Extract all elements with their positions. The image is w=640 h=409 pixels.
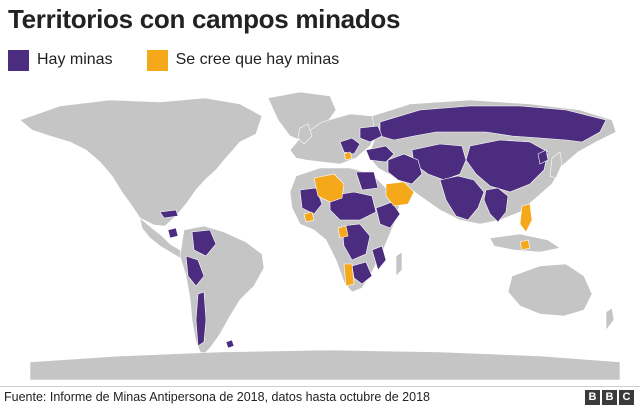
legend: Hay minas Se cree que hay minas xyxy=(8,48,373,72)
region-mined-korea xyxy=(537,149,549,165)
region-suspected-west-africa xyxy=(303,211,315,223)
legend-swatch-suspected xyxy=(146,49,168,71)
region-mined-chile xyxy=(195,291,207,347)
legend-label-suspected: Se cree que hay minas xyxy=(175,51,340,68)
region-mined-china xyxy=(465,139,549,193)
region-mined-falklands xyxy=(225,339,235,349)
legend-label-mined: Hay minas xyxy=(37,51,113,68)
region-suspected-central-africa xyxy=(337,225,349,239)
region-suspected-indonesia xyxy=(519,239,531,251)
region-mined-russia xyxy=(379,105,607,143)
region-mined-middle-east xyxy=(387,153,423,185)
bbc-logo-letter-c: C xyxy=(619,390,634,405)
bbc-logo-letter-b2: B xyxy=(602,390,617,405)
region-mined-horn xyxy=(375,201,401,229)
mined-territories xyxy=(159,105,607,349)
region-suspected-philippines xyxy=(519,203,533,233)
region-suspected-kosovo xyxy=(343,151,353,161)
region-mined-egypt xyxy=(355,171,379,191)
region-mined-ukraine xyxy=(359,125,383,143)
source-note: Fuente: Informe de Minas Antipersona de … xyxy=(4,390,430,404)
land-japan xyxy=(549,151,563,179)
land-madagascar xyxy=(395,251,403,277)
legend-item-suspected: Se cree que hay minas xyxy=(146,49,340,71)
region-suspected-algeria xyxy=(313,173,345,203)
legend-swatch-mined xyxy=(8,49,29,71)
region-suspected-namibia xyxy=(343,263,355,287)
region-mined-cuba xyxy=(159,209,179,219)
bbc-logo-letter-b1: B xyxy=(585,390,600,405)
region-mined-southern-africa xyxy=(351,261,373,285)
land-north-america xyxy=(19,97,263,227)
region-mined-nicaragua xyxy=(167,227,179,239)
region-mined-central-africa xyxy=(341,223,371,261)
region-mined-west-africa xyxy=(299,187,323,215)
land-new-zealand xyxy=(605,307,615,331)
region-mined-mozambique xyxy=(371,245,387,271)
world-map xyxy=(0,80,640,383)
land-south-america xyxy=(179,225,265,357)
world-map-svg xyxy=(19,91,621,381)
footer-divider xyxy=(0,386,640,387)
suspected-territories xyxy=(303,151,533,287)
page-title: Territorios con campos minados xyxy=(8,4,401,34)
region-mined-turkey xyxy=(365,145,395,163)
region-mined-peru xyxy=(185,255,205,287)
region-mined-sahel xyxy=(329,191,377,221)
legend-item-mined: Hay minas xyxy=(8,49,113,71)
land-antarctica xyxy=(29,349,621,381)
land-australia xyxy=(507,263,593,317)
land-europe xyxy=(289,113,379,165)
bbc-logo: B B C xyxy=(583,390,634,405)
region-mined-south-asia xyxy=(439,175,485,221)
region-suspected-saudi-arabia xyxy=(385,181,415,207)
region-mined-balkans xyxy=(339,137,361,155)
land-uk xyxy=(297,123,313,145)
region-mined-indochina xyxy=(483,187,509,223)
region-mined-colombia xyxy=(191,229,217,257)
